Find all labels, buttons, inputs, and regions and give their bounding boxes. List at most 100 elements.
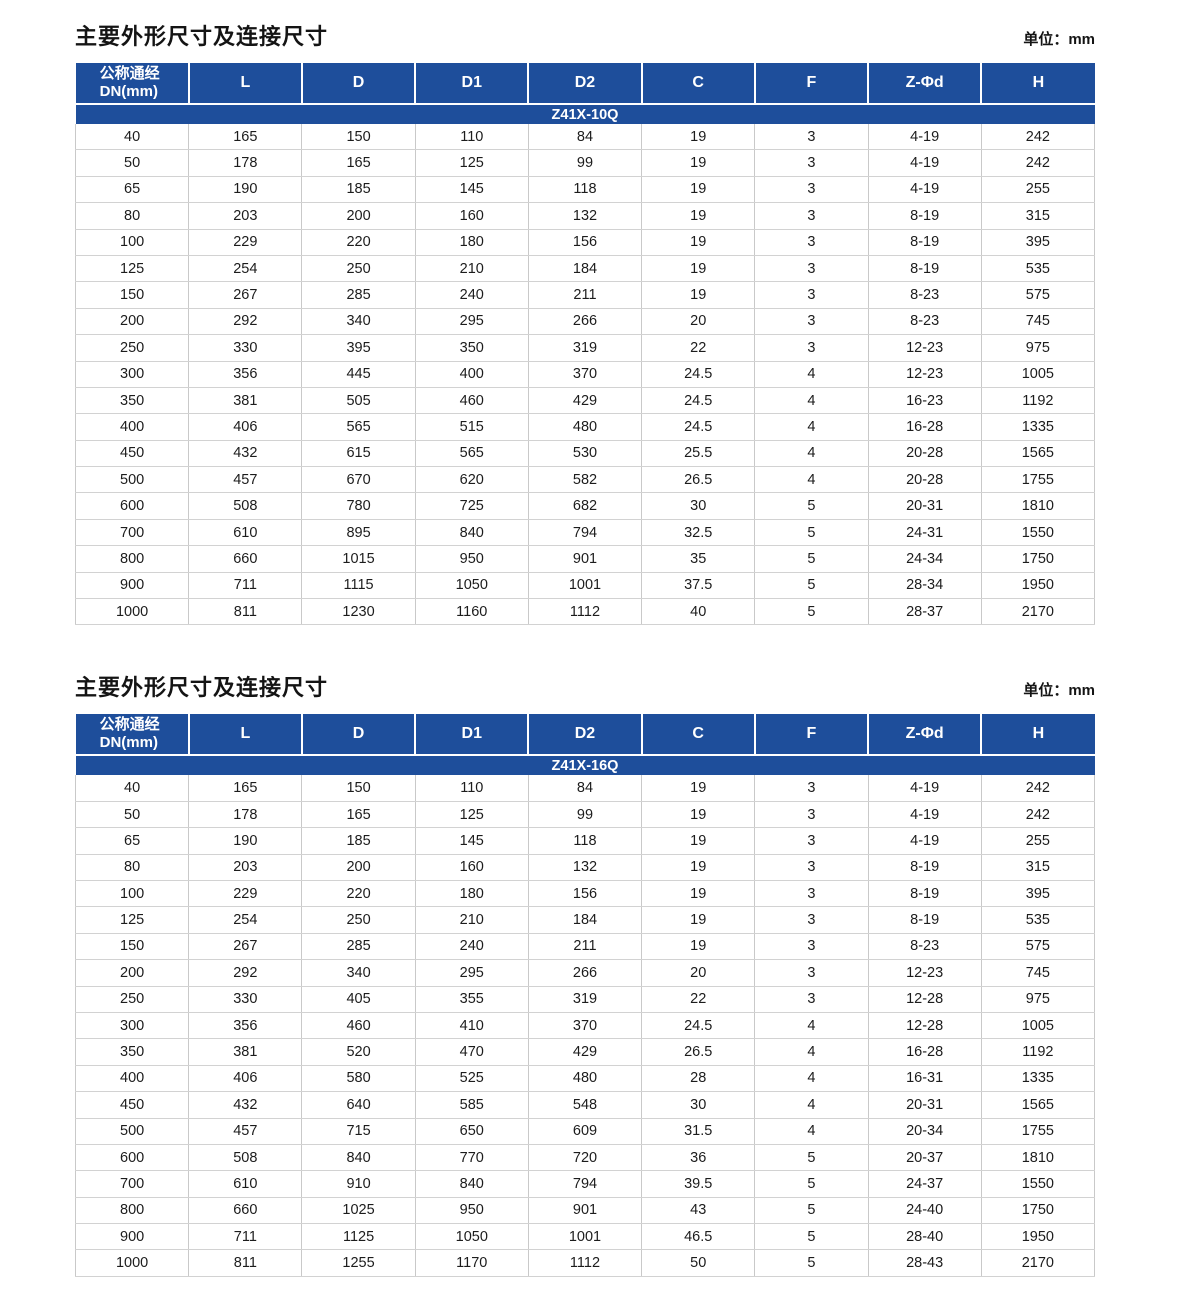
- dimension-value-cell: 3: [754, 906, 869, 934]
- dimension-value-cell: 600: [74, 1144, 190, 1172]
- dimension-value-cell: 1005: [980, 361, 1096, 388]
- dimension-value-cell: 12-23: [867, 334, 982, 362]
- table-row: 500 457 670 620 582 26.5 4 20-28 1755: [74, 466, 1096, 494]
- dimension-value-cell: 381: [188, 1038, 303, 1066]
- dimension-value-cell: 24.5: [641, 413, 756, 441]
- dimension-value-cell: 4: [754, 1065, 869, 1093]
- dimension-value-cell: 1000: [74, 1249, 190, 1277]
- dimension-value-cell: 84: [527, 775, 643, 802]
- dimension-value-cell: 1950: [980, 572, 1096, 600]
- model-row: Z41X-10Q: [75, 103, 1095, 124]
- dimension-value-cell: 5: [754, 492, 869, 520]
- dimension-value-cell: 3: [754, 775, 869, 802]
- table-row: 1000 811 1230 1160 1112 40 5 28-37 2170: [74, 598, 1096, 626]
- dimension-value-cell: 330: [188, 986, 303, 1013]
- dimension-value-cell: 585: [414, 1091, 529, 1119]
- dimension-value-cell: 20-31: [867, 492, 982, 520]
- dimension-value-cell: 4-19: [867, 176, 982, 204]
- dimension-value-cell: 125: [414, 801, 529, 829]
- dimension-value-cell: 50: [641, 1249, 756, 1277]
- table-row: 125 254 250 210 184 19 3 8-19 535: [74, 906, 1096, 934]
- dimension-value-cell: 300: [74, 361, 190, 388]
- column-header: L: [188, 714, 303, 756]
- dimension-value-cell: 620: [414, 466, 529, 494]
- dimension-value-cell: 5: [754, 1223, 869, 1251]
- dimension-value-cell: 480: [527, 413, 643, 441]
- dimension-value-cell: 900: [74, 572, 190, 600]
- dimension-value-cell: 1112: [527, 598, 643, 626]
- dimension-value-cell: 610: [188, 1170, 303, 1198]
- dimension-value-cell: 1755: [980, 1118, 1096, 1145]
- dimension-value-cell: 24-31: [867, 519, 982, 547]
- table-row: 65 190 185 145 118 19 3 4-19 255: [74, 827, 1096, 855]
- dimension-value-cell: 901: [527, 545, 643, 573]
- dimension-value-cell: 24-37: [867, 1170, 982, 1198]
- header-row: 公称通经 DN(mm) L D D1 D2 C F Z-Φd H: [75, 63, 1095, 104]
- dimension-value-cell: 20-28: [867, 440, 982, 468]
- dimension-value-cell: 711: [188, 1223, 303, 1251]
- column-header: D2: [528, 714, 643, 756]
- dimension-value-cell: 600: [74, 492, 190, 520]
- dimension-value-cell: 840: [414, 1170, 529, 1198]
- dimension-value-cell: 267: [188, 933, 303, 961]
- dimension-value-cell: 457: [188, 466, 303, 494]
- dimension-value-cell: 4: [754, 1012, 869, 1040]
- dimension-value-cell: 5: [754, 545, 869, 573]
- section-title: 主要外形尺寸及连接尺寸: [75, 24, 329, 49]
- dimension-value-cell: 3: [754, 986, 869, 1013]
- dimension-value-cell: 5: [754, 572, 869, 600]
- dimension-value-cell: 575: [980, 933, 1096, 961]
- dimension-value-cell: 500: [74, 466, 190, 494]
- dimension-value-cell: 178: [188, 801, 303, 829]
- dn-header-line2: DN(mm): [99, 83, 158, 100]
- dimension-value-cell: 8-19: [867, 202, 982, 230]
- dimension-value-cell: 4: [754, 440, 869, 468]
- table-row: 80 203 200 160 132 19 3 8-19 315: [74, 854, 1096, 881]
- dimension-value-cell: 3: [754, 176, 869, 204]
- dimension-value-cell: 660: [188, 545, 303, 573]
- dimension-value-cell: 22: [641, 986, 756, 1013]
- dimension-value-cell: 610: [188, 519, 303, 547]
- dimension-value-cell: 395: [301, 334, 416, 362]
- dimension-value-cell: 700: [74, 1170, 190, 1198]
- table-row: 350 381 505 460 429 24.5 4 16-23 1192: [74, 387, 1096, 415]
- dimension-value-cell: 292: [188, 959, 303, 987]
- dimension-value-cell: 28-43: [867, 1249, 982, 1277]
- dimension-value-cell: 432: [188, 1091, 303, 1119]
- dimension-value-cell: 65: [74, 827, 190, 855]
- dimension-value-cell: 12-23: [867, 959, 982, 987]
- table-row: 700 610 910 840 794 39.5 5 24-37 1550: [74, 1170, 1096, 1198]
- dimension-value-cell: 16-28: [867, 413, 982, 441]
- dimension-value-cell: 4-19: [867, 124, 982, 151]
- dimension-value-cell: 520: [301, 1038, 416, 1066]
- dimension-value-cell: 1750: [980, 545, 1096, 573]
- dimension-value-cell: 8-19: [867, 255, 982, 283]
- dimension-value-cell: 1005: [980, 1012, 1096, 1040]
- dimensions-table: 公称通经 DN(mm) L D D1 D2 C F Z-Φd H Z41X-10Q 40 165 15…: [74, 63, 1096, 626]
- dimension-value-cell: 508: [188, 492, 303, 520]
- dimension-value-cell: 3: [754, 202, 869, 230]
- dimension-value-cell: 1255: [301, 1249, 416, 1277]
- dimension-value-cell: 8-23: [867, 308, 982, 336]
- table-body: 40 165 150 110 84 19 3 4-19 242 50 178 165 125 99 19 3 4…: [74, 124, 1096, 626]
- dimension-value-cell: 460: [301, 1012, 416, 1040]
- dimension-value-cell: 20-31: [867, 1091, 982, 1119]
- table-row: 800 660 1015 950 901 35 5 24-34 1750: [74, 545, 1096, 573]
- column-header: D: [301, 714, 417, 756]
- dimension-value-cell: 460: [414, 387, 529, 415]
- dimension-value-cell: 19: [641, 827, 756, 855]
- dimension-value-cell: 1115: [301, 572, 416, 600]
- dimension-value-cell: 1025: [301, 1197, 416, 1225]
- dimension-value-cell: 160: [414, 202, 529, 230]
- dimension-value-cell: 99: [527, 149, 643, 177]
- dimension-value-cell: 190: [188, 827, 303, 855]
- dimension-value-cell: 132: [527, 854, 643, 881]
- dimension-value-cell: 1001: [527, 572, 643, 600]
- table-row: 500 457 715 650 609 31.5 4 20-34 1755: [74, 1118, 1096, 1145]
- dimension-value-cell: 315: [980, 854, 1096, 881]
- dimension-value-cell: 4-19: [867, 149, 982, 177]
- dimension-value-cell: 22: [641, 334, 756, 362]
- dimension-value-cell: 3: [754, 959, 869, 987]
- model-row: Z41X-16Q: [75, 754, 1095, 776]
- dimension-value-cell: 12-28: [867, 986, 982, 1013]
